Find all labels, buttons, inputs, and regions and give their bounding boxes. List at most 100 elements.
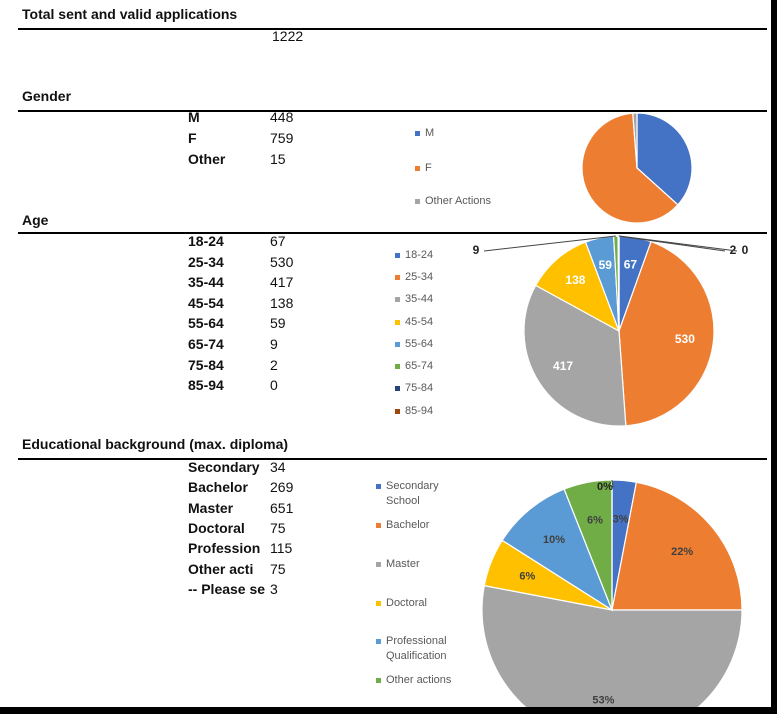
legend-label: F xyxy=(425,162,432,174)
legend-marker xyxy=(395,409,400,414)
row-value: 9 xyxy=(270,336,278,352)
row-value: 269 xyxy=(270,479,294,496)
pie-slice xyxy=(618,240,715,427)
legend-label: Doctoral xyxy=(386,597,427,609)
legend-label: Secondary School xyxy=(386,480,439,507)
row-value: 530 xyxy=(270,253,294,270)
row-value: 138 xyxy=(270,294,294,311)
legend-marker xyxy=(376,484,381,489)
legend-label: 65-74 xyxy=(405,360,434,372)
row-value: 75 xyxy=(270,519,286,536)
legend-marker xyxy=(395,275,400,280)
row-label: Bachelor xyxy=(188,479,248,496)
legend-marker xyxy=(395,364,400,369)
legend-label: 25-34 xyxy=(405,271,434,283)
section-rule xyxy=(18,232,767,234)
legend-label: Other Actions xyxy=(425,195,492,207)
row-label: Other xyxy=(188,151,226,167)
data-label: 0 xyxy=(742,243,749,257)
legend-label: Other actions xyxy=(386,674,452,686)
legend-marker xyxy=(376,601,381,606)
row-value: 759 xyxy=(270,130,294,146)
data-label: 9 xyxy=(473,243,480,257)
data-label: 6% xyxy=(587,515,603,527)
section-title: Gender xyxy=(22,88,72,104)
pie-slice xyxy=(523,284,627,427)
legend-label: 35-44 xyxy=(405,293,434,305)
row-label: 85-94 xyxy=(188,377,224,394)
section-title: Educational background (max. diploma) xyxy=(22,436,289,452)
row-value: 2 xyxy=(270,356,278,373)
data-label: 138 xyxy=(565,273,585,287)
row-value: 651 xyxy=(270,499,294,516)
legend-marker xyxy=(376,523,381,528)
row-label: Master xyxy=(188,499,234,516)
legend-marker xyxy=(395,342,400,347)
legend-label: Master xyxy=(386,558,420,570)
legend-marker xyxy=(395,297,400,302)
legend-marker xyxy=(395,320,400,325)
row-value: 75 xyxy=(270,560,286,577)
row-label: M xyxy=(188,109,200,125)
row-label: Profession xyxy=(188,540,261,557)
pie-slice xyxy=(581,112,679,224)
data-label: 417 xyxy=(553,359,573,373)
legend-label: 55-64 xyxy=(405,338,434,350)
row-label: 65-74 xyxy=(188,336,224,352)
legend-label: M xyxy=(425,127,435,139)
section-rule xyxy=(18,458,767,460)
section-rule xyxy=(18,110,767,112)
legend-marker xyxy=(376,562,381,567)
row-value: 3 xyxy=(270,580,278,597)
pie-slice xyxy=(481,584,743,707)
row-value: 15 xyxy=(270,151,286,167)
data-label: 22% xyxy=(671,546,693,558)
total-value: 1222 xyxy=(272,28,304,44)
row-label: 25-34 xyxy=(188,253,224,270)
row-label: 75-84 xyxy=(188,356,224,373)
data-label: 53% xyxy=(592,695,614,707)
section-title: Total sent and valid applications xyxy=(22,6,238,22)
row-label: Doctoral xyxy=(188,519,245,536)
data-label: 59 xyxy=(599,258,613,272)
section-title: Age xyxy=(22,212,49,228)
data-label: 6% xyxy=(519,570,535,582)
legend-marker xyxy=(376,639,381,644)
legend-marker xyxy=(395,253,400,258)
pie-slice xyxy=(611,481,743,611)
row-label: 18-24 xyxy=(188,233,224,249)
legend-marker xyxy=(376,678,381,683)
legend-label: Bachelor xyxy=(386,519,430,531)
legend-marker xyxy=(415,166,420,171)
row-value: 67 xyxy=(270,233,286,249)
row-label: 35-44 xyxy=(188,274,224,291)
pie-slice xyxy=(636,112,693,206)
data-label: 0% xyxy=(597,481,613,493)
legend-marker xyxy=(415,199,420,204)
data-label: 10% xyxy=(543,534,565,546)
pie-slice xyxy=(534,241,621,333)
row-value: 417 xyxy=(270,274,294,291)
legend-label: 85-94 xyxy=(405,405,434,417)
row-value: 448 xyxy=(270,109,294,125)
legend-label: 18-24 xyxy=(405,249,434,261)
data-label: 530 xyxy=(675,332,695,346)
legend-label: Professional Qualification xyxy=(386,635,447,662)
leader-line xyxy=(611,479,614,488)
leader-line xyxy=(618,235,738,252)
data-label: 67 xyxy=(624,258,638,272)
pie-slice xyxy=(632,112,638,169)
legend-label: 45-54 xyxy=(405,316,434,328)
legend-marker xyxy=(415,131,420,136)
row-label: Other acti xyxy=(188,560,254,577)
legend-marker xyxy=(395,386,400,391)
leader-line xyxy=(483,235,616,252)
row-value: 0 xyxy=(270,377,278,394)
row-value: 115 xyxy=(270,540,293,557)
row-value: 59 xyxy=(270,315,286,332)
row-label: 55-64 xyxy=(188,315,224,332)
legend-label: 75-84 xyxy=(405,382,434,394)
row-value: 34 xyxy=(270,459,286,475)
